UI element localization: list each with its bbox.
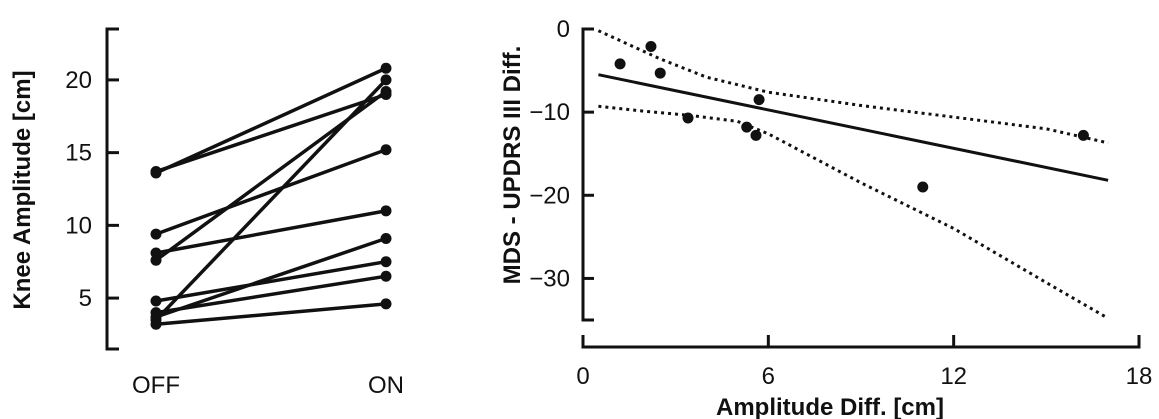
- right-y-tick-label: −10: [529, 99, 570, 126]
- category-label-on: ON: [368, 372, 404, 399]
- left-y-tick-label: 15: [65, 140, 92, 167]
- paired-line: [154, 147, 388, 236]
- paired-point: [380, 256, 392, 268]
- paired-line: [154, 209, 388, 255]
- paired-lines: [154, 66, 388, 327]
- scatter-point: [741, 121, 753, 133]
- regression-fit-line: [598, 73, 1109, 182]
- scatter-point: [917, 181, 929, 193]
- paired-point: [380, 144, 392, 156]
- right-x-tick-label: 0: [576, 363, 589, 390]
- paired-point: [150, 254, 162, 266]
- updrs-scatter-panel: 0 −10 −20 −30 0 6 12 18 Amplitude Diff. [cm] M…: [499, 16, 1152, 419]
- scatter-point: [645, 40, 657, 52]
- scatter-point: [682, 112, 694, 124]
- scatter-point: [750, 129, 762, 141]
- paired-point: [150, 228, 162, 240]
- right-x-tick-label: 18: [1126, 363, 1153, 390]
- right-y-axis-label: MDS - UPDRS III Diff.: [499, 46, 526, 285]
- right-y-tick-label: −30: [529, 265, 570, 292]
- left-y-ticks: 5 10 15 20: [65, 67, 119, 312]
- right-x-ticks: 0 6 12 18: [576, 335, 1152, 390]
- paired-line: [154, 92, 388, 174]
- scatter-point: [654, 67, 666, 79]
- scatter-point: [1077, 129, 1089, 141]
- paired-point: [150, 295, 162, 307]
- right-x-axis: [581, 335, 1141, 349]
- paired-point: [380, 298, 392, 310]
- right-y-tick-label: −20: [529, 182, 570, 209]
- left-y-tick-label: 5: [79, 285, 92, 312]
- right-x-tick-label: 12: [940, 363, 967, 390]
- left-y-axis-label: Knee Amplitude [cm]: [9, 70, 36, 309]
- paired-point: [380, 270, 392, 282]
- right-y-tick-label: 0: [557, 16, 570, 43]
- paired-line: [154, 302, 388, 327]
- paired-line: [154, 259, 388, 303]
- left-y-tick-label: 10: [65, 212, 92, 239]
- confidence-band-lower: [598, 104, 1109, 320]
- paired-point: [150, 167, 162, 179]
- scatter-point: [614, 58, 626, 70]
- scatter-point: [753, 94, 765, 106]
- paired-line: [154, 274, 388, 315]
- paired-point: [380, 86, 392, 98]
- right-y-ticks: 0 −10 −20 −30: [529, 16, 594, 292]
- paired-point: [380, 74, 392, 86]
- paired-point: [380, 62, 392, 74]
- left-y-tick-label: 20: [65, 67, 92, 94]
- regression-lines: [597, 29, 1109, 320]
- right-x-tick-label: 6: [762, 363, 775, 390]
- knee-amplitude-panel: 5 10 15 20 OFF ON Knee Amplitude [cm]: [9, 27, 404, 399]
- right-y-axis: [581, 27, 594, 322]
- scatter-points: [614, 40, 1089, 193]
- paired-line: [154, 66, 388, 175]
- right-x-axis-label: Amplitude Diff. [cm]: [716, 394, 944, 419]
- paired-line: [154, 78, 388, 322]
- left-y-axis: [105, 27, 119, 351]
- paired-points: [150, 62, 392, 330]
- category-label-off: OFF: [132, 372, 180, 399]
- paired-point: [380, 232, 392, 244]
- paired-line: [154, 236, 388, 319]
- paired-point: [150, 318, 162, 330]
- paired-point: [380, 205, 392, 217]
